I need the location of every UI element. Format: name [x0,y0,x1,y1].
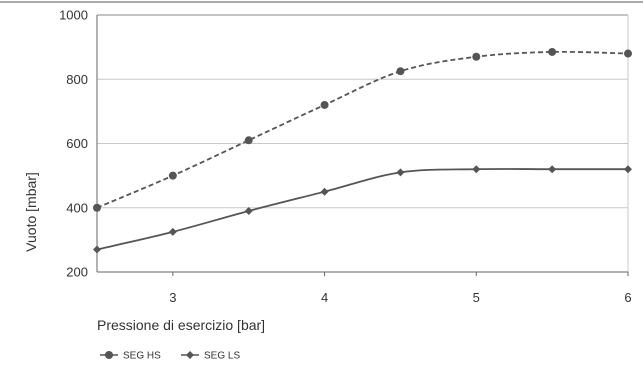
x-axis-title: Pressione di esercizio [bar] [97,317,265,333]
circle-marker [548,47,557,56]
diamond-marker [624,165,632,174]
y-axis-title: Vuoto [mbar] [23,172,39,252]
y-tick-label: 400 [66,200,88,215]
circle-marker [320,100,329,109]
y-tick-label: 600 [66,136,88,151]
series-seg-hs [93,47,632,212]
circle-marker [472,52,481,61]
legend-label: SEG LS [204,351,240,362]
legend: SEG HS SEG LS [100,351,240,362]
x-tick-label: 6 [624,290,631,305]
diamond-marker [548,165,557,174]
legend-item: SEG LS [181,351,240,362]
diamond-marker [93,245,101,254]
y-tick-label: 200 [66,265,88,280]
diamond-marker [168,227,177,236]
circle-marker [396,67,405,76]
x-tick-label: 5 [473,290,480,305]
legend-circle-marker [105,351,113,359]
diamond-marker [320,187,329,196]
legend-diamond-marker [186,351,194,359]
axes [96,14,629,276]
legend-label: SEG HS [123,351,161,362]
y-tick-label: 800 [66,72,88,87]
series-line [96,50,629,209]
circle-marker [244,136,253,145]
legend-item: SEG HS [100,351,161,362]
diamond-marker [396,168,405,177]
circle-marker [624,49,632,58]
grid-lines [97,78,628,209]
diamond-marker [472,165,481,174]
diamond-marker [244,206,253,215]
x-tick-label: 3 [169,290,176,305]
series-line [96,168,628,251]
y-tick-label: 1000 [59,8,88,23]
circle-marker [93,203,101,212]
series-group [93,47,632,254]
x-tick-label: 4 [321,290,328,305]
tick-labels: 200 400 600 800 1000 3 4 5 6 [59,8,632,306]
circle-marker [168,171,177,180]
series-seg-ls [93,165,632,254]
